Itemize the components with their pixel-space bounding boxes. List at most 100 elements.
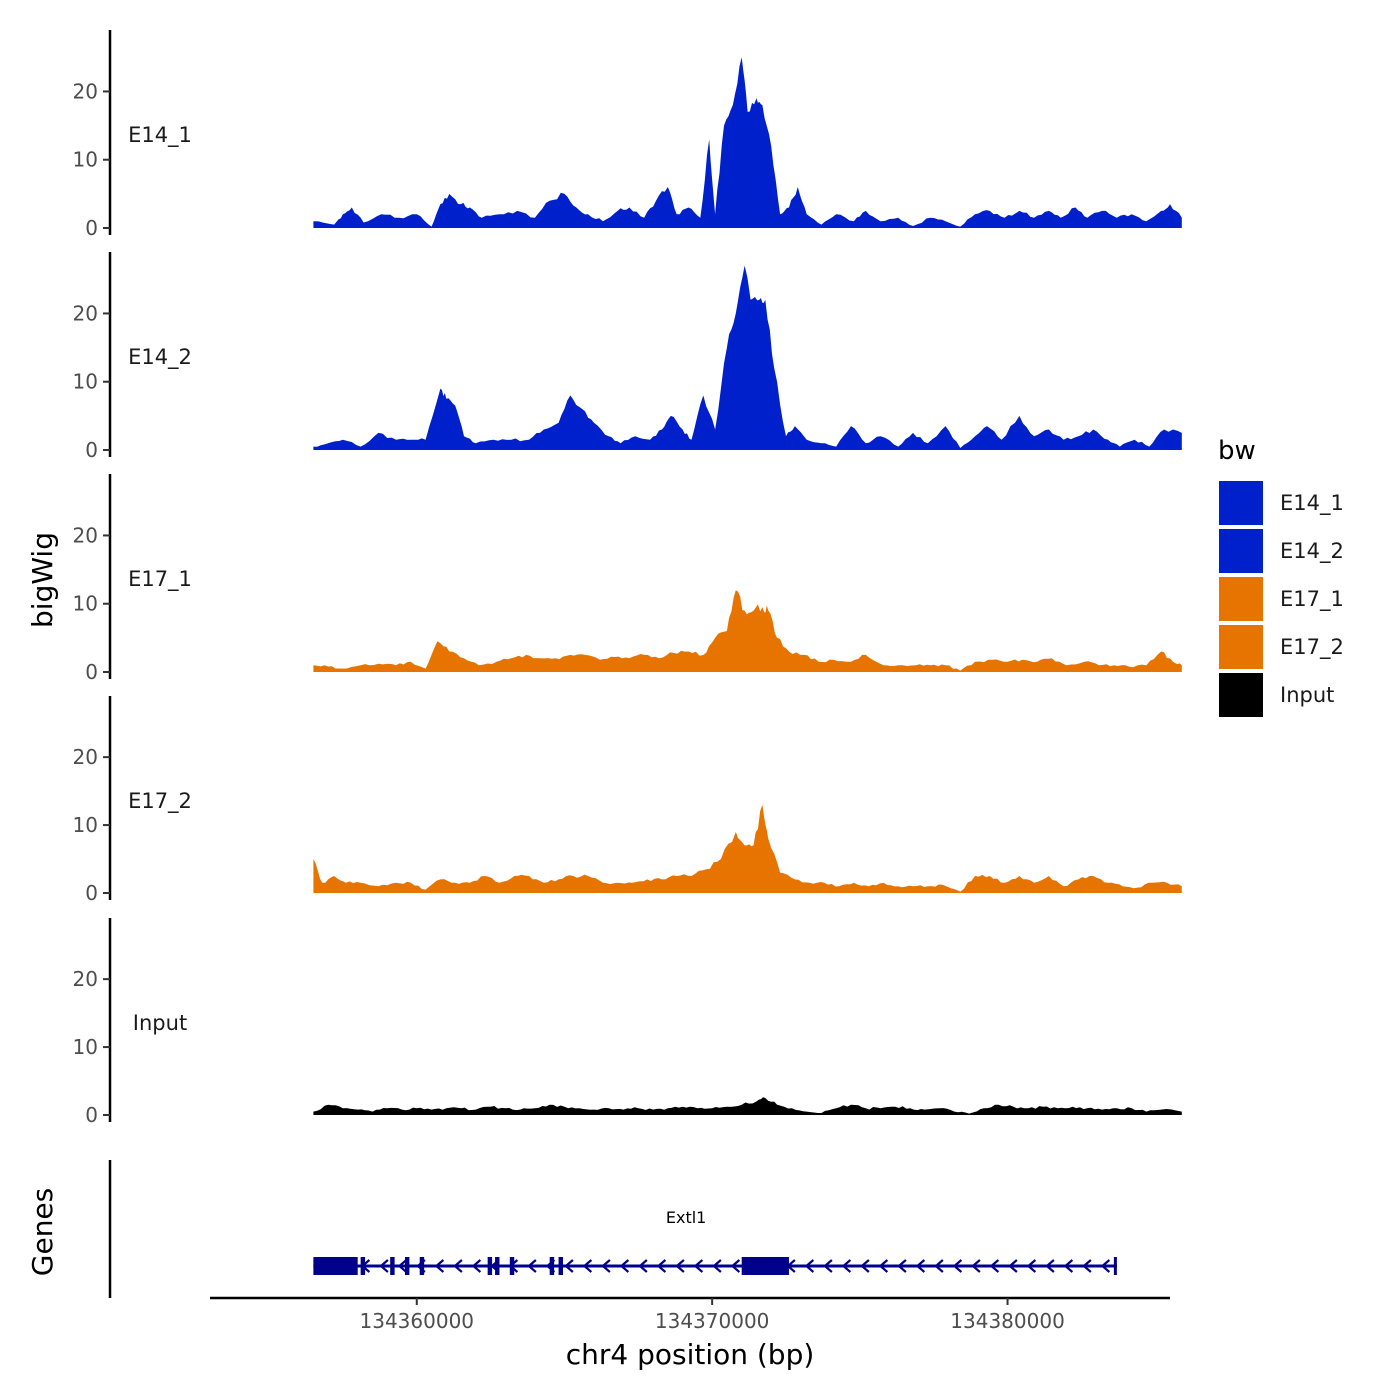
strand-arrow bbox=[1063, 1259, 1074, 1273]
strand-arrow bbox=[693, 1259, 704, 1273]
signal-area-e14-2 bbox=[313, 265, 1182, 450]
legend-item: E17_1 bbox=[1217, 575, 1344, 623]
legend-label: E14_1 bbox=[1280, 491, 1344, 516]
strand-arrow bbox=[601, 1259, 611, 1273]
strand-arrow bbox=[712, 1259, 722, 1273]
y-tick-label: 0 bbox=[85, 660, 98, 684]
gene-exon bbox=[360, 1257, 366, 1275]
y-tick-label: 0 bbox=[85, 216, 98, 240]
track-label: E14_1 bbox=[128, 123, 192, 148]
y-tick-label: 20 bbox=[73, 301, 98, 325]
gene-name-label: Extl1 bbox=[666, 1208, 706, 1227]
legend-items: E14_1 E14_2 E17_1 E17_2 Input bbox=[1217, 479, 1344, 719]
legend-item: Input bbox=[1217, 671, 1334, 719]
y-axis-title: bigWig bbox=[26, 532, 59, 628]
strand-arrow bbox=[1026, 1259, 1037, 1273]
strand-arrow bbox=[434, 1259, 445, 1273]
track-label: E14_2 bbox=[128, 345, 192, 370]
y-tick-label: 20 bbox=[73, 523, 98, 547]
strand-arrow bbox=[619, 1259, 630, 1273]
strand-arrow bbox=[897, 1259, 907, 1273]
legend-swatch bbox=[1217, 575, 1265, 623]
strand-arrow bbox=[989, 1259, 1000, 1273]
strand-arrow bbox=[1082, 1259, 1092, 1273]
strand-arrow bbox=[1045, 1259, 1055, 1273]
track-label: Input bbox=[133, 1011, 187, 1035]
track-e14-1: 0 10 20 E14_1 bbox=[73, 30, 1182, 240]
gene-exon bbox=[419, 1257, 425, 1275]
strand-arrow bbox=[638, 1259, 648, 1273]
strand-arrow bbox=[675, 1259, 685, 1273]
strand-arrow bbox=[860, 1259, 870, 1273]
gene-exon bbox=[1113, 1257, 1117, 1275]
strand-arrow bbox=[582, 1259, 593, 1273]
legend: bw E14_1 E14_2 E17_1 E17_2 Input bbox=[1217, 436, 1344, 719]
signal-area-e17-1 bbox=[313, 590, 1182, 672]
gene-exon bbox=[558, 1257, 563, 1275]
track-e17-1: 0 10 20 E17_1 bbox=[73, 474, 1182, 684]
legend-label: E14_2 bbox=[1280, 539, 1344, 564]
legend-label: E17_1 bbox=[1280, 587, 1344, 612]
gene-exon bbox=[404, 1257, 410, 1275]
y-tick-label: 10 bbox=[73, 148, 98, 172]
genes-axis-title: Genes bbox=[26, 1188, 59, 1276]
gene-exon bbox=[487, 1257, 493, 1275]
strand-arrow bbox=[971, 1259, 981, 1273]
legend-title: bw bbox=[1218, 436, 1256, 466]
gene-exon bbox=[741, 1257, 789, 1275]
signal-area-e17-2 bbox=[313, 804, 1182, 893]
legend-swatch bbox=[1217, 527, 1265, 575]
strand-arrow bbox=[823, 1259, 833, 1273]
legend-item: E14_1 bbox=[1217, 479, 1344, 527]
x-axis: 134360000 134370000 134380000 bbox=[210, 1296, 1170, 1333]
strand-arrow bbox=[730, 1259, 741, 1273]
strand-arrow bbox=[915, 1259, 926, 1273]
x-tick-label: 134380000 bbox=[950, 1309, 1065, 1333]
strand-arrow bbox=[841, 1259, 852, 1273]
strand-arrow bbox=[952, 1259, 963, 1273]
track-e14-2: 0 10 20 E14_2 bbox=[73, 252, 1182, 462]
strand-arrow bbox=[379, 1259, 389, 1273]
legend-swatch bbox=[1217, 671, 1265, 719]
x-tick-label: 134370000 bbox=[655, 1309, 770, 1333]
strand-arrow bbox=[656, 1259, 667, 1273]
legend-swatch bbox=[1217, 479, 1265, 527]
track-label: E17_2 bbox=[128, 789, 192, 814]
gene-exon bbox=[313, 1257, 358, 1275]
legend-label: E17_2 bbox=[1280, 635, 1344, 660]
strand-arrow bbox=[564, 1259, 574, 1273]
x-axis-title: chr4 position (bp) bbox=[566, 1338, 815, 1371]
signal-tracks: 0 10 20 E14_1 0 10 20 E14_2 0 10 20 E17_1 0 10 20 E17_2… bbox=[73, 30, 1182, 1127]
legend-label: Input bbox=[1280, 683, 1334, 707]
legend-item: E17_2 bbox=[1217, 623, 1344, 671]
signal-area-input bbox=[313, 1097, 1182, 1115]
y-tick-label: 20 bbox=[73, 745, 98, 769]
gene-exon bbox=[390, 1257, 395, 1275]
x-tick-label: 134360000 bbox=[360, 1309, 475, 1333]
y-tick-label: 0 bbox=[85, 438, 98, 462]
gene-exon bbox=[495, 1257, 500, 1275]
signal-area-e14-1 bbox=[313, 57, 1182, 228]
strand-arrow bbox=[934, 1259, 944, 1273]
strand-arrow bbox=[471, 1259, 482, 1273]
y-tick-label: 10 bbox=[73, 813, 98, 837]
y-tick-label: 10 bbox=[73, 370, 98, 394]
strand-arrow bbox=[453, 1259, 463, 1273]
y-tick-label: 10 bbox=[73, 1035, 98, 1059]
gene-exon bbox=[509, 1257, 515, 1275]
strand-arrow bbox=[527, 1259, 537, 1273]
strand-arrow bbox=[804, 1259, 815, 1273]
y-tick-label: 10 bbox=[73, 592, 98, 616]
strand-arrow bbox=[878, 1259, 889, 1273]
y-tick-label: 0 bbox=[85, 1103, 98, 1127]
track-e17-2: 0 10 20 E17_2 bbox=[73, 696, 1182, 905]
y-tick-label: 20 bbox=[73, 79, 98, 103]
strand-arrow bbox=[1008, 1259, 1018, 1273]
track-label: E17_1 bbox=[128, 567, 192, 592]
strand-arrow bbox=[1100, 1259, 1111, 1273]
legend-swatch bbox=[1217, 623, 1265, 671]
legend-item: E14_2 bbox=[1217, 527, 1344, 575]
gene-exon bbox=[549, 1257, 555, 1275]
genes-panel: Extl1 bbox=[108, 1160, 1117, 1298]
